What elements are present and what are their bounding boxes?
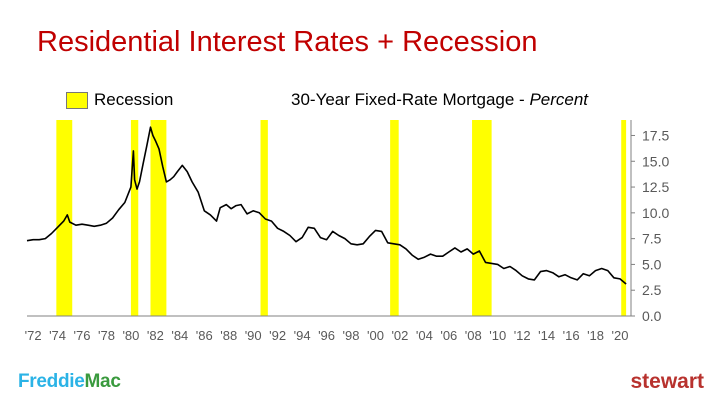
- x-tick-label: '88: [220, 328, 237, 343]
- x-tick-label: '92: [269, 328, 286, 343]
- recession-band-4: [390, 120, 399, 316]
- x-tick-label: '12: [514, 328, 531, 343]
- y-tick-label: 2.5: [642, 282, 662, 298]
- chart-subtitle-unit: Percent: [529, 90, 589, 109]
- series-line-group: [26, 126, 627, 285]
- logo-word-mac: Mac: [84, 371, 121, 392]
- x-tick-label: '14: [538, 328, 555, 343]
- x-tick-label: '04: [416, 328, 433, 343]
- x-tick-labels: '72 '74 '76 '78 '80 '82 '84 '86 '88 '90 '92 '94 '96 '…: [25, 328, 629, 343]
- recession-band-1: [130, 120, 139, 316]
- chart-subtitle: 30-Year Fixed-Rate Mortgage - Percent: [291, 90, 588, 110]
- y-tick-label: 7.5: [642, 231, 662, 247]
- y-tick-label: 12.5: [642, 179, 669, 195]
- x-tick-label: '16: [563, 328, 580, 343]
- x-tick-label: '94: [294, 328, 311, 343]
- y-tick-label: 5.0: [642, 256, 662, 272]
- logo-word-freddie: Freddie: [18, 371, 85, 392]
- y-tick-label: 10.0: [642, 205, 669, 221]
- recession-band-2: [150, 120, 167, 316]
- x-tick-label: '00: [367, 328, 384, 343]
- recession-bands: [56, 120, 627, 316]
- x-tick-label: '02: [391, 328, 408, 343]
- y-tick-label: 0.0: [642, 308, 662, 324]
- y-tick-labels: 0.0 2.5 5.0 7.5 10.0 12.5 15.0 17.5: [642, 127, 669, 324]
- x-tick-label: '80: [122, 328, 139, 343]
- x-tick-label: '74: [49, 328, 66, 343]
- legend-label: Recession: [94, 90, 174, 109]
- recession-band-6: [621, 120, 627, 316]
- freddie-mac-logo: FreddieMac: [18, 371, 121, 393]
- y-tick-label: 17.5: [642, 127, 669, 143]
- axes: [27, 120, 635, 317]
- legend: Recession: [66, 90, 173, 110]
- x-tick-label: '76: [74, 328, 91, 343]
- recession-band-5: [472, 120, 492, 316]
- x-tick-label: '90: [245, 328, 262, 343]
- recession-band-0: [56, 120, 73, 316]
- legend-swatch: [66, 91, 88, 109]
- x-tick-label: '98: [343, 328, 360, 343]
- series-line-mortgage-rate: [26, 126, 627, 285]
- x-tick-label: '82: [147, 328, 164, 343]
- x-tick-label: '10: [489, 328, 506, 343]
- slide-title: Residential Interest Rates + Recession: [37, 26, 538, 58]
- x-tick-label: '20: [612, 328, 629, 343]
- x-tick-label: '08: [465, 328, 482, 343]
- x-tick-label: '96: [318, 328, 335, 343]
- x-tick-label: '86: [196, 328, 213, 343]
- x-tick-label: '84: [171, 328, 188, 343]
- x-tick-label: '06: [440, 328, 457, 343]
- stewart-logo: stewart: [630, 370, 704, 393]
- chart-subtitle-main: 30-Year Fixed-Rate Mortgage -: [291, 90, 530, 109]
- y-tick-label: 15.0: [642, 153, 669, 169]
- x-tick-label: '78: [98, 328, 115, 343]
- x-tick-label: '18: [587, 328, 604, 343]
- x-tick-label: '72: [25, 328, 42, 343]
